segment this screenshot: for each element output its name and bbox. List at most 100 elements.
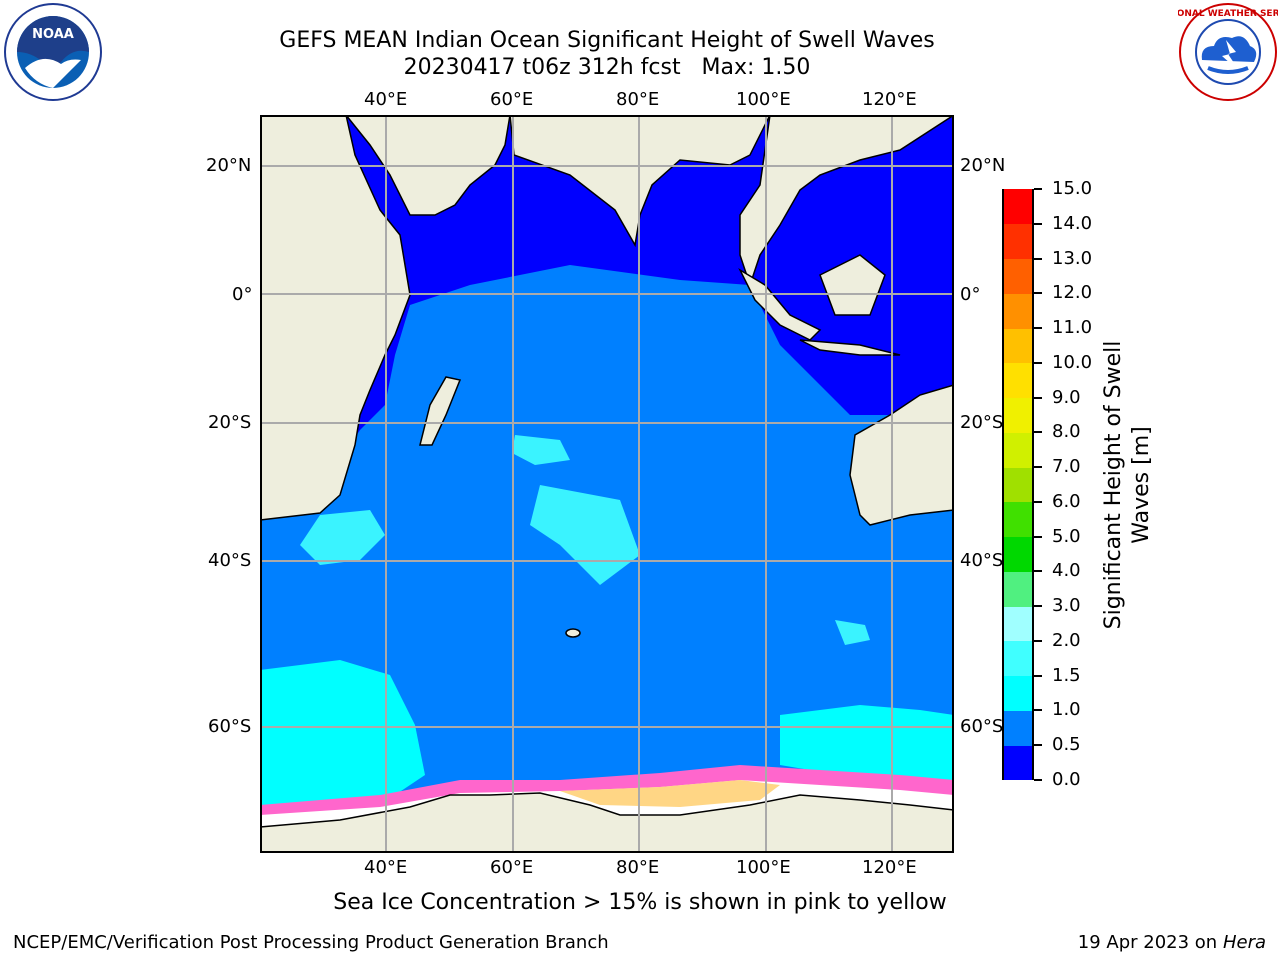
lon-label-top-120e: 120°E bbox=[862, 89, 917, 110]
lon-label-top-60e: 60°E bbox=[490, 89, 534, 110]
lon-label-top-100e: 100°E bbox=[736, 89, 791, 110]
lat-label-right-40s: 40°S bbox=[960, 550, 1004, 571]
colorbar-tick-label: 11.0 bbox=[1052, 317, 1093, 339]
colorbar-tick-label: 13.0 bbox=[1052, 247, 1093, 269]
colorbar-tick-label: 0.0 bbox=[1052, 769, 1081, 790]
colorbar-tick-mark bbox=[1034, 605, 1042, 608]
colorbar-tick-label: 9.0 bbox=[1052, 386, 1081, 408]
colorbar-tick-label: 8.0 bbox=[1052, 421, 1081, 443]
colorbar-segment bbox=[1004, 536, 1032, 572]
colorbar-segment bbox=[1004, 362, 1032, 399]
colorbar-tick-mark bbox=[1034, 535, 1042, 538]
colorbar-tick-mark bbox=[1034, 257, 1042, 260]
colorbar-tick-label: 15.0 bbox=[1052, 178, 1093, 199]
chart-subtitle: 20230417 t06z 312h fcst Max: 1.50 bbox=[403, 55, 811, 80]
sea-ice-annotation: Sea Ice Concentration > 15% is shown in … bbox=[333, 890, 947, 915]
footer-timestamp: 19 Apr 2023 on Hera bbox=[1078, 932, 1266, 953]
land-australia bbox=[849, 383, 955, 526]
colorbar-title-line1: Significant Height of Swell bbox=[1101, 340, 1126, 630]
colorbar-tick-mark bbox=[1034, 327, 1042, 330]
colorbar-tick-mark bbox=[1034, 570, 1042, 573]
lat-label-left-40s: 40°S bbox=[208, 550, 252, 571]
colorbar-tick-label: 1.0 bbox=[1052, 699, 1081, 721]
lat-label-right-20n: 20°N bbox=[960, 155, 1006, 176]
colorbar-segment bbox=[1004, 640, 1032, 677]
colorbar-tick-label: 10.0 bbox=[1052, 351, 1093, 373]
colorbar-title-line2: Waves [m] bbox=[1129, 426, 1154, 544]
lon-label-bottom-80e: 80°E bbox=[616, 857, 660, 878]
colorbar-segment bbox=[1004, 258, 1032, 294]
colorbar-tick-mark bbox=[1034, 396, 1042, 399]
colorbar-segment bbox=[1004, 223, 1032, 259]
swell-patch-4 bbox=[835, 620, 870, 645]
land-southeast-asia bbox=[739, 114, 957, 288]
footer-date: 19 Apr 2023 on bbox=[1077, 932, 1223, 953]
lat-label-left-equator: 0° bbox=[232, 284, 253, 305]
colorbar-tick-label: 5.0 bbox=[1052, 525, 1081, 547]
colorbar-tick-mark bbox=[1034, 361, 1042, 364]
colorbar-tick-mark bbox=[1034, 674, 1042, 677]
land-madagascar bbox=[419, 376, 462, 446]
colorbar-segment bbox=[1004, 397, 1032, 433]
sea-ice-high-concentration bbox=[560, 780, 780, 807]
colorbar-segment bbox=[1004, 710, 1032, 746]
lat-label-right-60s: 60°S bbox=[960, 716, 1004, 737]
colorbar-tick-mark bbox=[1034, 292, 1042, 295]
colorbar-tick-label: 6.0 bbox=[1052, 490, 1081, 512]
noaa-logo-text: NOAA bbox=[32, 27, 74, 42]
colorbar-segment bbox=[1004, 675, 1032, 711]
colorbar-tick-mark bbox=[1034, 744, 1042, 747]
colorbar-segment bbox=[1004, 189, 1032, 225]
colorbar-segment bbox=[1004, 432, 1032, 468]
colorbar-tick-label: 1.5 bbox=[1052, 664, 1081, 686]
colorbar bbox=[1002, 189, 1034, 781]
nws-logo: NATIONAL WEATHER SERVICE bbox=[1153, 2, 1280, 102]
colorbar-tick-mark bbox=[1034, 639, 1042, 642]
lon-label-bottom-60e: 60°E bbox=[490, 857, 534, 878]
colorbar-segment bbox=[1004, 328, 1032, 364]
colorbar-segment bbox=[1004, 467, 1032, 503]
colorbar-segment bbox=[1004, 606, 1032, 642]
lat-label-left-20n: 20°N bbox=[206, 155, 252, 176]
map-frame bbox=[260, 115, 954, 853]
footer-machine: Hera bbox=[1222, 932, 1266, 953]
colorbar-tick-label: 3.0 bbox=[1052, 595, 1081, 617]
colorbar-tick-mark bbox=[1034, 188, 1042, 190]
lon-label-top-80e: 80°E bbox=[616, 89, 660, 110]
swell-band-southeast bbox=[780, 705, 954, 780]
swell-band-southwest bbox=[260, 660, 425, 820]
map-svg bbox=[259, 114, 957, 854]
colorbar-tick-mark bbox=[1034, 779, 1042, 781]
colorbar-tick-mark bbox=[1034, 222, 1042, 225]
colorbar-segment bbox=[1004, 293, 1032, 329]
lat-label-right-20s: 20°S bbox=[960, 412, 1004, 433]
lat-label-right-equator: 0° bbox=[960, 284, 981, 305]
nws-logo-text: NATIONAL WEATHER SERVICE bbox=[1178, 9, 1278, 19]
swell-patch-2 bbox=[512, 435, 570, 465]
map-panel bbox=[259, 114, 957, 854]
lon-label-bottom-40e: 40°E bbox=[364, 857, 408, 878]
land-kerguelen bbox=[565, 628, 581, 638]
colorbar-tick-mark bbox=[1034, 466, 1042, 469]
lat-label-left-60s: 60°S bbox=[208, 716, 252, 737]
colorbar-segment bbox=[1004, 571, 1032, 607]
lat-label-left-20s: 20°S bbox=[208, 412, 252, 433]
colorbar-segment bbox=[1004, 745, 1032, 781]
lon-label-top-40e: 40°E bbox=[364, 89, 408, 110]
low-swell-north bbox=[346, 115, 954, 445]
colorbar-tick-label: 7.0 bbox=[1052, 456, 1081, 478]
land-java bbox=[799, 339, 901, 356]
gridlines bbox=[260, 115, 954, 853]
land-sumatra bbox=[738, 268, 822, 341]
colorbar-tick-label: 2.0 bbox=[1052, 629, 1081, 651]
colorbar-segment bbox=[1004, 501, 1032, 538]
colorbar-tick-label: 4.0 bbox=[1052, 560, 1081, 582]
footer-credit: NCEP/EMC/Verification Post Processing Pr… bbox=[13, 932, 609, 953]
noaa-logo: NOAA bbox=[3, 2, 103, 102]
colorbar-tick-label: 12.0 bbox=[1052, 282, 1093, 304]
swell-patch-1 bbox=[300, 510, 385, 565]
lon-label-bottom-120e: 120°E bbox=[862, 857, 917, 878]
lon-label-bottom-100e: 100°E bbox=[736, 857, 791, 878]
colorbar-tick-mark bbox=[1034, 709, 1042, 712]
colorbar-tick-mark bbox=[1034, 500, 1042, 503]
